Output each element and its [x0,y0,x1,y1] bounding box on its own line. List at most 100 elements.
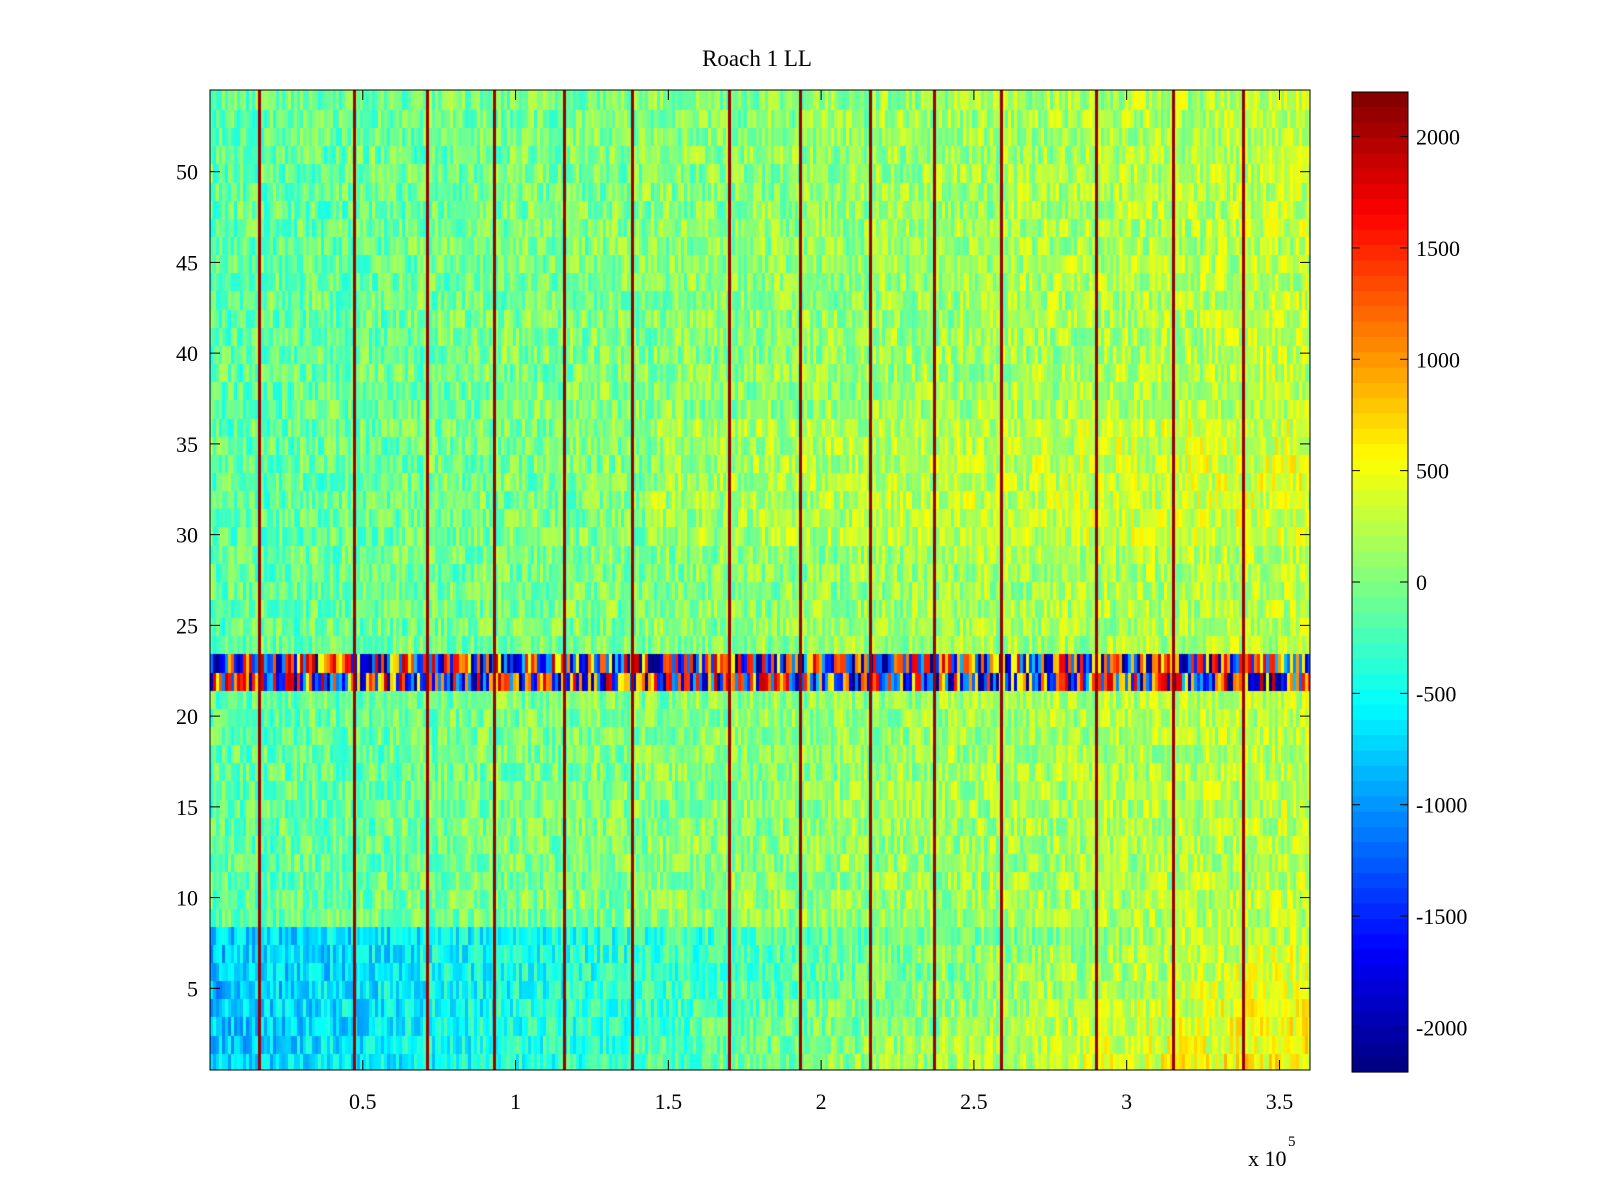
colorbar-tick-label: 500 [1416,459,1449,484]
colorbar-segment [1352,964,1408,981]
chart-title: Roach 1 LL [702,46,812,71]
y-axis: 5 10 15 20 25 30 35 40 45 50 [176,160,1310,1001]
colorbar-tick-label: -1500 [1416,904,1467,929]
colorbar-segment [1352,352,1408,369]
x-tick-label: 2 [816,1089,827,1114]
colorbar-tick-label: 2000 [1416,125,1460,150]
colorbar-tick-label: -1000 [1416,793,1467,818]
colorbar-segment [1352,811,1408,828]
colorbar-segment [1352,168,1408,185]
y-tick-label: 20 [176,704,198,729]
x-axis: 0.5 1 1.5 2 2.5 3 3.5 [349,90,1293,1114]
colorbar-segment [1352,1056,1408,1073]
colorbar-segment [1352,229,1408,246]
colorbar-segment [1352,918,1408,935]
colorbar-segment [1352,183,1408,200]
colorbar-segment [1352,781,1408,797]
colorbar-segment [1352,459,1408,476]
colorbar-segment [1352,551,1408,568]
colorbar-segment [1352,857,1408,874]
colorbar-segment [1352,413,1408,430]
colorbar-segment [1352,582,1408,598]
colorbar-segment [1352,275,1408,292]
x-tick-label: 3.5 [1266,1089,1294,1114]
colorbar-segment [1352,980,1408,997]
colorbar-segment [1352,444,1408,461]
colorbar-segment [1352,260,1408,277]
colorbar-segment [1352,949,1408,966]
colorbar-tick-label: 1500 [1416,236,1460,261]
colorbar-segment [1352,122,1408,139]
y-tick-label: 10 [176,886,198,911]
colorbar-segment [1352,428,1408,445]
colorbar-segment [1352,520,1408,537]
colorbar-segment [1352,827,1408,843]
colorbar-segment [1352,367,1408,384]
colorbar-segment [1352,689,1408,706]
x-tick-label: 1.5 [655,1089,683,1114]
colorbar-tick-label: -2000 [1416,1015,1467,1040]
colorbar-segment [1352,566,1408,583]
y-tick-label: 45 [176,250,198,275]
colorbar-segment [1352,398,1408,415]
colorbar-segment [1352,872,1408,889]
y-tick-label: 30 [176,523,198,548]
colorbar-segment [1352,934,1408,951]
colorbar-segment [1352,306,1408,323]
colorbar-segment [1352,107,1408,124]
colorbar-segment [1352,474,1408,491]
colorbar-segment [1352,627,1408,644]
x-tick-label: 1 [510,1089,521,1114]
colorbar-segment [1352,199,1408,216]
colorbar-segment [1352,1010,1408,1027]
x-multiplier-exponent: 5 [1288,1134,1296,1150]
colorbar-tick-label: 0 [1416,570,1427,595]
colorbar-segment [1352,321,1408,338]
colorbar-segment [1352,673,1408,690]
colorbar-segment [1352,903,1408,920]
x-axis-multiplier: x 10 5 [1248,1134,1296,1171]
y-tick-label: 15 [176,795,198,820]
colorbar-segment [1352,612,1408,629]
x-tick-label: 3 [1121,1089,1132,1114]
y-tick-label: 40 [176,341,198,366]
plot-frame [209,89,1311,1071]
colorbar-ticks: 2000 1500 1000 500 0 -500 -1000 -1500 -2000 [1352,125,1467,1040]
colorbar-segment [1352,92,1408,108]
colorbar-segment [1352,888,1408,905]
colorbar-segment [1352,291,1408,307]
colorbar-frame [1351,91,1409,1073]
colorbar-segment [1352,704,1408,721]
colorbar-segment [1352,214,1408,231]
colorbar-segment [1352,643,1408,660]
colorbar-segment [1352,536,1408,552]
colorbar-segment [1352,382,1408,399]
colorbar-segment [1352,658,1408,675]
y-tick-label: 35 [176,432,198,457]
colorbar-segment [1352,765,1408,782]
colorbar-segment [1352,750,1408,767]
colorbar-segment [1352,153,1408,170]
colorbar-segment [1352,719,1408,736]
heatmap-area [210,90,1310,1070]
colorbar-segment [1352,245,1408,262]
colorbar-segment [1352,842,1408,859]
heatmap-image [210,90,1310,1070]
x-tick-label: 0.5 [349,1089,377,1114]
colorbar [1352,92,1408,1073]
y-tick-label: 5 [187,976,198,1001]
colorbar-segment [1352,490,1408,507]
colorbar-segment [1352,137,1408,154]
y-tick-label: 25 [176,613,198,638]
colorbar-segment [1352,1026,1408,1042]
colorbar-segment [1352,796,1408,813]
y-tick-label: 50 [176,160,198,185]
colorbar-tick-label: -500 [1416,681,1456,706]
x-multiplier-base: x 10 [1248,1146,1287,1171]
colorbar-segment [1352,995,1408,1012]
colorbar-segment [1352,1041,1408,1058]
x-tick-label: 2.5 [960,1089,988,1114]
colorbar-segment [1352,505,1408,522]
colorbar-segment [1352,337,1408,353]
